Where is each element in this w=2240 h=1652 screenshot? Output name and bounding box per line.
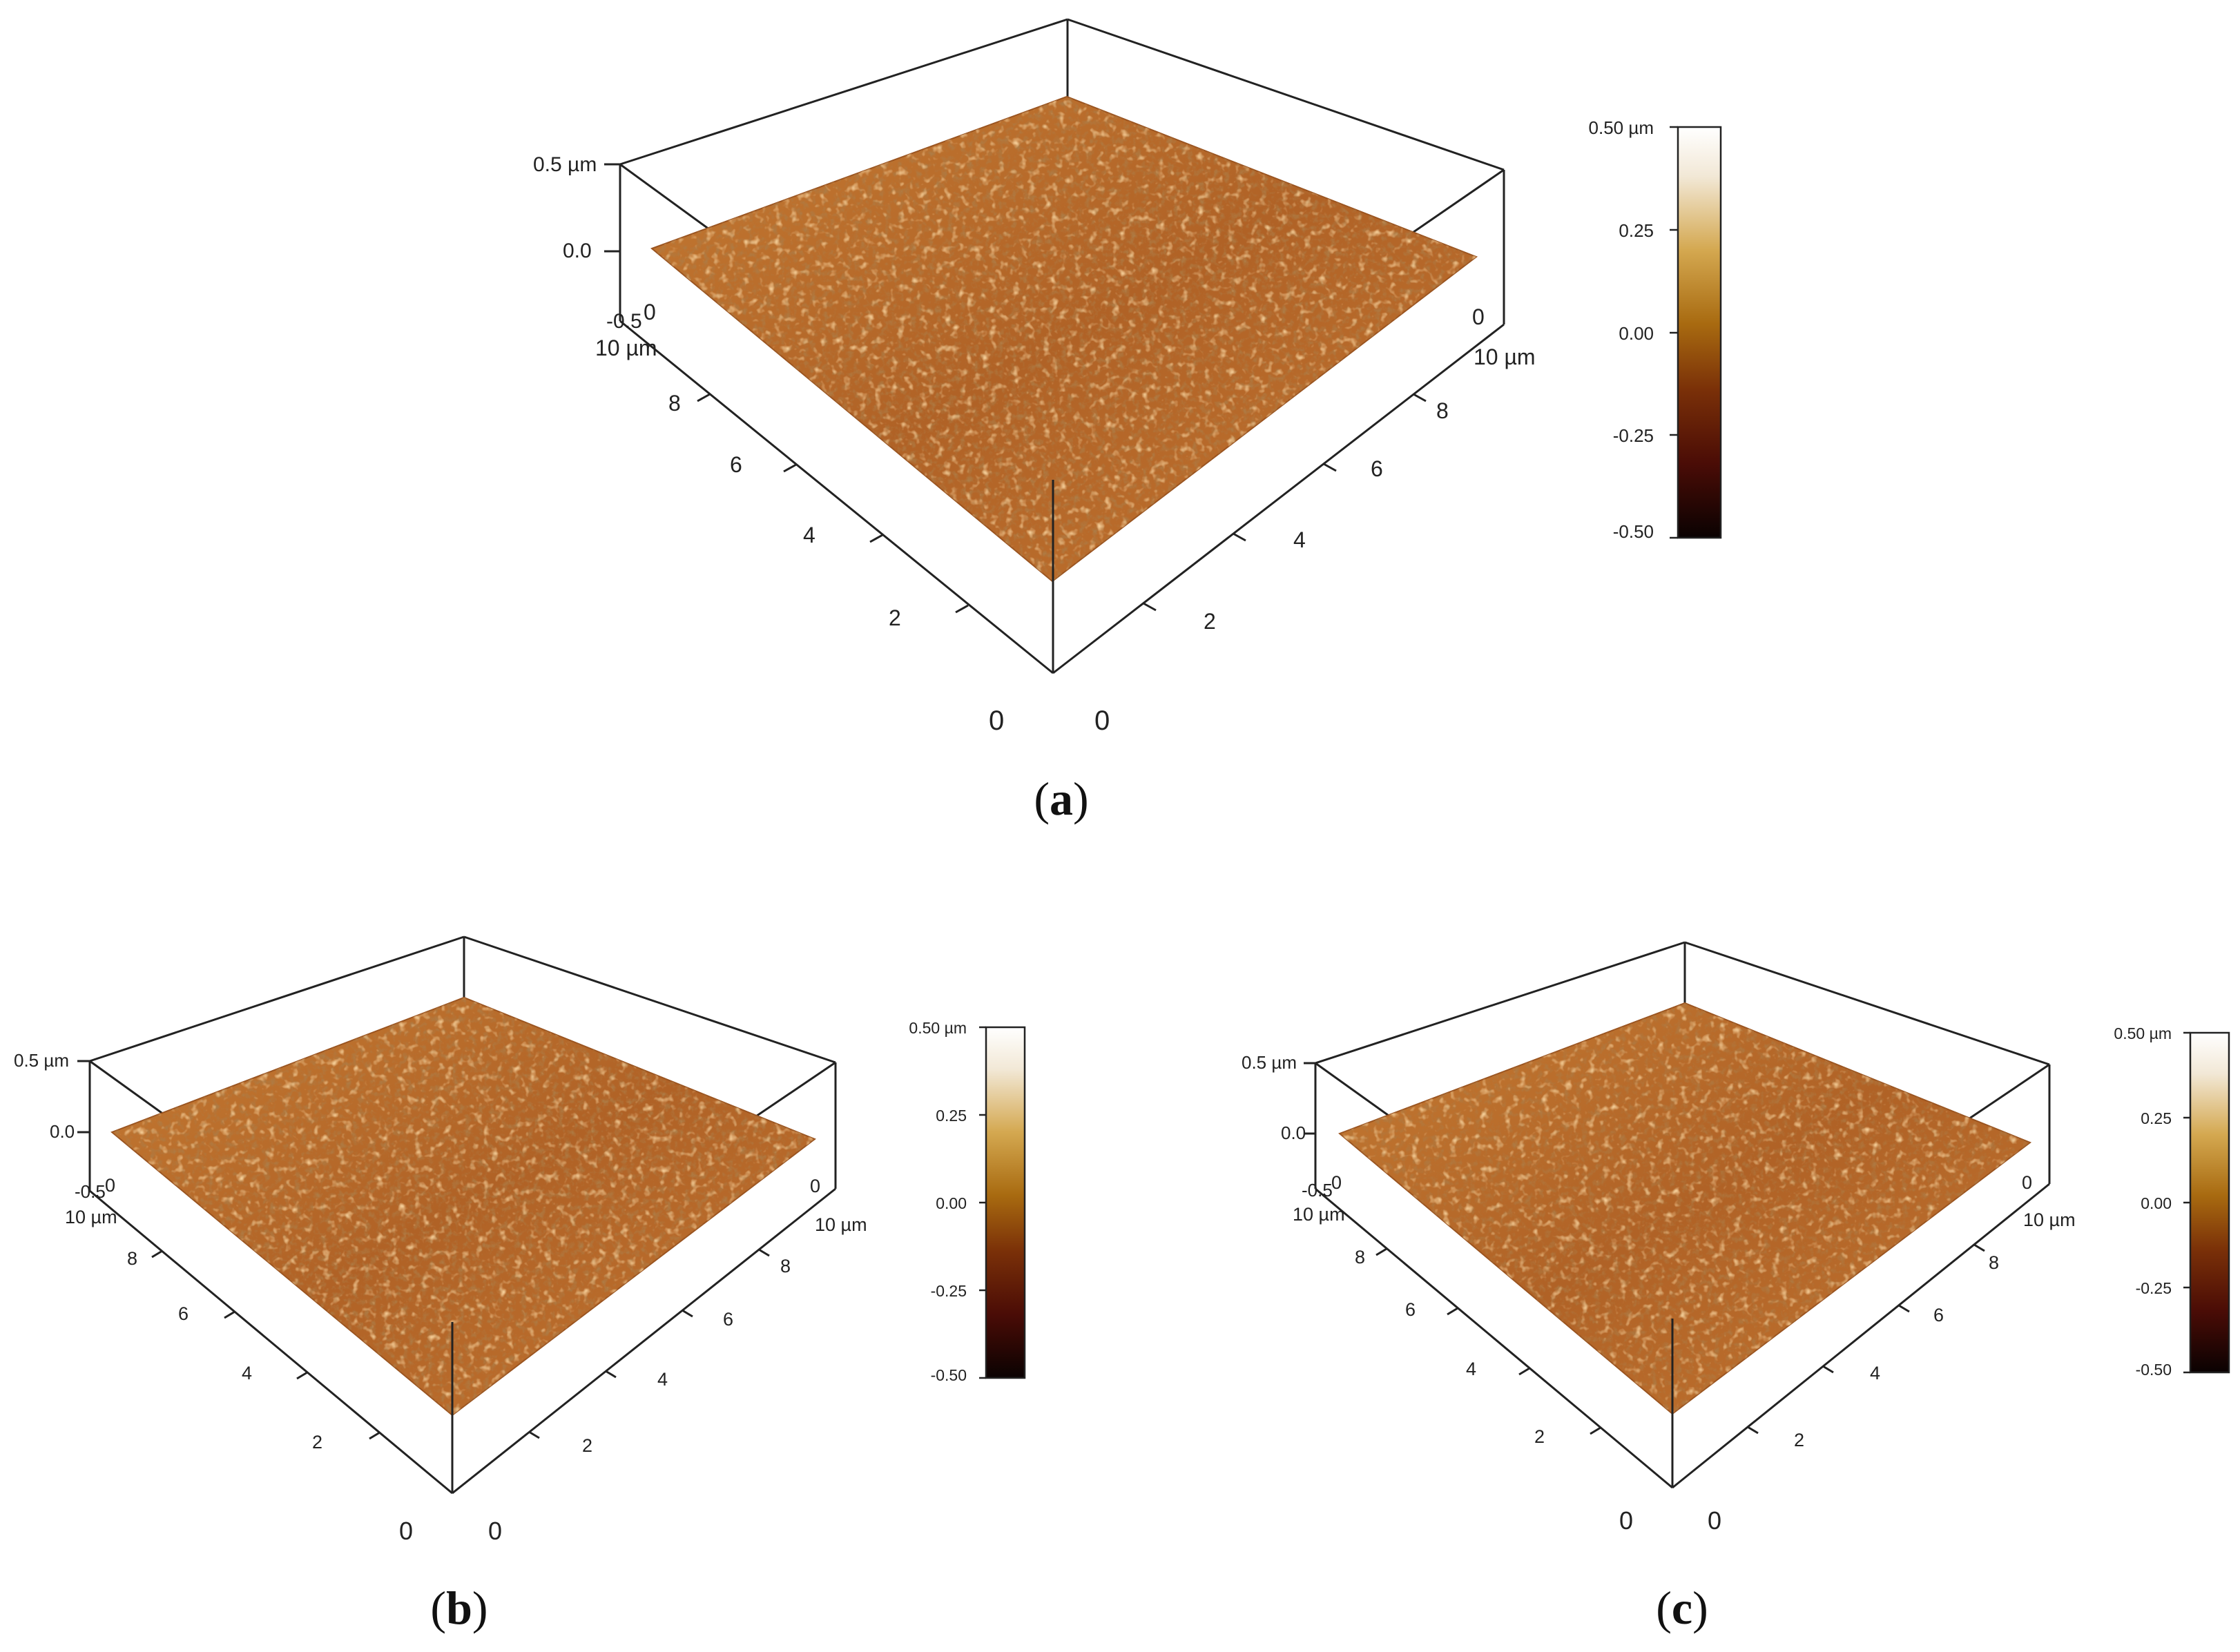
z-axis-tick-bottom: -0.5 [1302, 1180, 1333, 1201]
colorbar-tick: 0.50 µm [909, 1019, 967, 1037]
left-corner-origin: 0 [1619, 1506, 1633, 1535]
colorbar-tick: -0.25 [1613, 425, 1654, 446]
right-axis-tick: 6 [1933, 1305, 1944, 1325]
left-axis-tick: 4 [1466, 1359, 1476, 1379]
left-axis-tick: 10 µm [65, 1207, 117, 1227]
panel-b-caption: (b) [430, 1582, 487, 1634]
left-axis-tick: 10 µm [1293, 1204, 1345, 1225]
right-axis-tick: 4 [1293, 527, 1306, 552]
left-axis-tick: 4 [242, 1363, 252, 1383]
panel-a-z-axis: 0.5 µm 0.0 -0.5 [533, 153, 642, 333]
left-axis-tick: 0 [105, 1175, 115, 1196]
left-axis-tick: 8 [127, 1248, 137, 1269]
right-corner-origin: 0 [488, 1517, 502, 1545]
right-axis-tick: 6 [1371, 456, 1383, 481]
colorbar-gradient [1677, 126, 1722, 539]
right-axis-tick: 8 [780, 1256, 791, 1276]
panel-c: 0.5 µm 0.0 -0.5 10 µm 8 6 4 2 0 0 10 µm … [1242, 941, 2230, 1634]
colorbar-tick: 0.50 µm [1589, 117, 1654, 138]
left-axis-tick: 2 [1534, 1426, 1545, 1447]
panel-a-surface [650, 95, 1478, 583]
panel-b: 0.5 µm 0.0 -0.5 10 µm 8 6 4 2 0 0 10 µm … [14, 935, 1026, 1634]
left-axis-tick: 6 [1405, 1299, 1416, 1320]
panel-b-surface [110, 996, 817, 1417]
panel-a-right-axis: 10 µm 8 6 4 2 0 0 [1094, 304, 1536, 736]
left-axis-tick: 6 [178, 1303, 189, 1324]
z-axis-tick-zero: 0.0 [50, 1121, 75, 1142]
left-axis-tick: 2 [312, 1432, 322, 1452]
colorbar-tick: 0.25 [2141, 1109, 2172, 1127]
right-corner-origin: 0 [1094, 706, 1110, 736]
colorbar-tick: -0.25 [931, 1282, 967, 1300]
left-axis-tick: 4 [803, 523, 815, 547]
panel-c-left-axis: 10 µm 8 6 4 2 0 0 [1293, 1172, 1633, 1535]
colorbar-tick: 0.00 [1619, 323, 1654, 344]
panel-c-front-edges [1315, 1183, 2050, 1489]
panel-a: 0.5 µm 0.0 -0.5 10 µm 8 6 4 2 0 0 10 µm … [533, 18, 1722, 825]
panel-a-tickmarks [604, 163, 1427, 614]
left-axis-tick: 0 [1331, 1172, 1342, 1193]
panel-c-z-axis: 0.5 µm 0.0 -0.5 [1242, 1052, 1333, 1201]
panel-b-z-axis: 0.5 µm 0.0 -0.5 [14, 1050, 106, 1202]
right-axis-tick: 0 [2022, 1172, 2032, 1193]
panel-b-tickmarks [77, 1060, 770, 1440]
colorbar-tick: 0.50 µm [2114, 1024, 2172, 1042]
panel-a-front-edges [619, 320, 1505, 674]
left-axis-tick: 10 µm [595, 336, 657, 360]
z-axis-tick-top: 0.5 µm [14, 1050, 69, 1071]
z-axis-tick-zero: 0.0 [563, 240, 592, 262]
colorbar-tick: -0.50 [1613, 521, 1654, 542]
panel-c-tickmarks [1304, 1062, 1985, 1435]
right-corner-origin: 0 [1708, 1506, 1721, 1535]
z-axis-tick-bottom: -0.5 [75, 1181, 106, 1202]
colorbar-tick: -0.25 [2136, 1279, 2172, 1297]
right-axis-tick: 4 [657, 1369, 668, 1390]
left-axis-tick: 0 [644, 300, 656, 324]
panel-b-right-axis: 10 µm 8 6 4 2 0 0 [488, 1176, 867, 1545]
z-axis-tick-zero: 0.0 [1281, 1123, 1306, 1143]
colorbar-tick: -0.50 [931, 1366, 967, 1384]
left-axis-tick: 2 [889, 605, 901, 630]
colorbar-tick: 0.25 [1619, 220, 1654, 241]
panel-c-right-axis: 10 µm 8 6 4 2 0 0 [1708, 1172, 2076, 1535]
left-corner-origin: 0 [399, 1517, 413, 1545]
left-corner-origin: 0 [989, 706, 1004, 736]
panel-b-left-axis: 10 µm 8 6 4 2 0 0 [65, 1175, 413, 1545]
left-axis-tick: 8 [1355, 1247, 1365, 1267]
right-axis-tick: 6 [723, 1309, 733, 1330]
colorbar-tick: 0.00 [936, 1194, 967, 1212]
right-axis-tick: 2 [1794, 1430, 1804, 1450]
panel-c-colorbar: 0.50 µm 0.25 0.00 -0.25 -0.50 [2114, 1024, 2230, 1379]
colorbar-gradient [985, 1026, 1026, 1379]
colorbar-tick: 0.25 [936, 1107, 967, 1125]
panel-c-surface [1338, 1002, 2032, 1415]
z-axis-tick-top: 0.5 µm [533, 153, 597, 176]
right-axis-tick: 0 [810, 1176, 820, 1196]
right-axis-tick: 10 µm [1474, 344, 1536, 369]
z-axis-tick-top: 0.5 µm [1242, 1052, 1297, 1073]
left-axis-tick: 8 [668, 391, 681, 416]
colorbar-tick: 0.00 [2141, 1194, 2172, 1212]
z-axis-tick-bottom: -0.5 [606, 310, 642, 333]
right-axis-tick: 4 [1870, 1363, 1880, 1383]
panel-b-colorbar: 0.50 µm 0.25 0.00 -0.25 -0.50 [909, 1019, 1026, 1384]
panel-a-caption: (a) [1034, 772, 1088, 825]
panel-b-front-edges [89, 1187, 836, 1495]
right-axis-tick: 2 [582, 1435, 592, 1456]
colorbar-tick: -0.50 [2136, 1361, 2172, 1379]
right-axis-tick: 8 [1436, 398, 1449, 423]
left-axis-tick: 6 [730, 452, 742, 477]
right-axis-tick: 8 [1989, 1252, 1999, 1273]
panel-a-colorbar: 0.50 µm 0.25 0.00 -0.25 -0.50 [1589, 117, 1722, 542]
right-axis-tick: 10 µm [815, 1214, 867, 1235]
right-axis-tick: 10 µm [2023, 1209, 2076, 1230]
panel-a-left-axis: 10 µm 8 6 4 2 0 0 [595, 300, 1004, 736]
right-axis-tick: 2 [1204, 609, 1216, 634]
colorbar-gradient [2189, 1031, 2230, 1374]
panel-c-caption: (c) [1656, 1582, 1708, 1634]
right-axis-tick: 0 [1472, 304, 1485, 329]
